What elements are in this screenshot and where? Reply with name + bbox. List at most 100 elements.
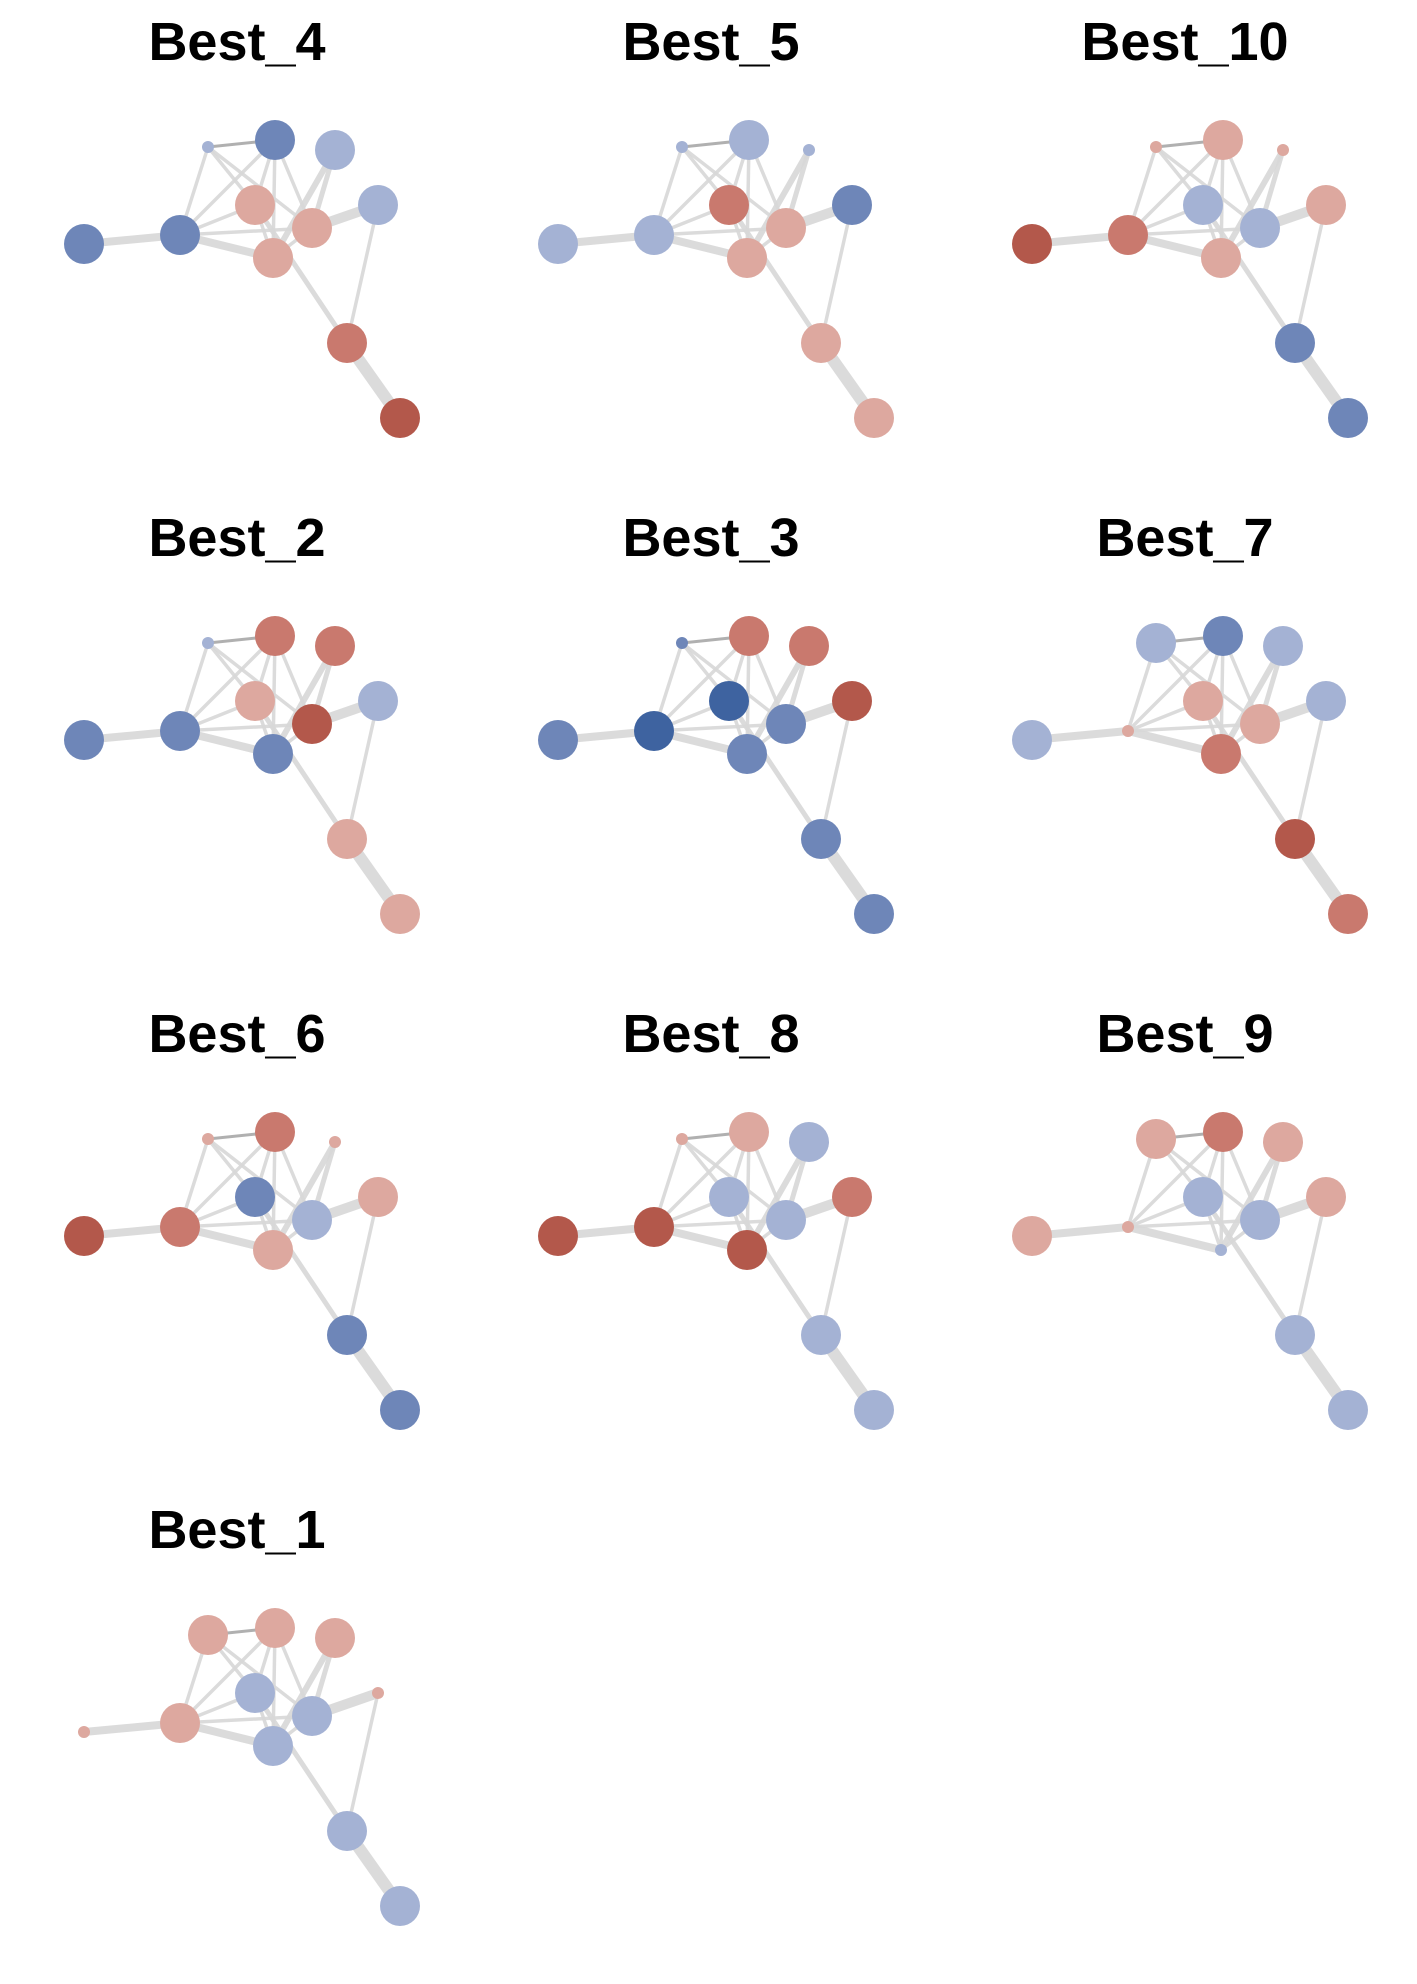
panel-best_2: Best_2 (0, 496, 474, 992)
edge-g-h (1218, 1139, 1286, 1253)
node-h (315, 130, 355, 170)
node-c (202, 141, 214, 153)
node-j (327, 1811, 367, 1851)
node-b (634, 215, 674, 255)
panel-best_6: Best_6 (0, 992, 474, 1488)
edge-g-h (270, 147, 338, 261)
edge-b-d (1126, 634, 1225, 733)
node-i (1306, 681, 1346, 721)
panel-title: Best_4 (148, 12, 326, 72)
network-graph (1012, 1112, 1368, 1430)
edge-b-d (178, 138, 277, 237)
node-c (676, 141, 688, 153)
edge-g-h (270, 1139, 338, 1253)
node-g (253, 734, 293, 774)
node-g (1201, 734, 1241, 774)
node-a (538, 1216, 578, 1256)
node-e (235, 1177, 275, 1217)
node-e (1183, 185, 1223, 225)
node-i (358, 1177, 398, 1217)
node-h (315, 626, 355, 666)
node-b (634, 711, 674, 751)
edge-e-j (726, 1194, 824, 1338)
edge-i-j (345, 699, 380, 841)
edge-e-j (252, 202, 350, 346)
edge-b-d (652, 634, 751, 733)
node-i (372, 1687, 384, 1699)
node-c (188, 1615, 228, 1655)
network-graph (538, 1112, 894, 1430)
node-g (253, 1726, 293, 1766)
node-d (1203, 120, 1243, 160)
edge-g-h (270, 643, 338, 757)
node-h (329, 1136, 341, 1148)
node-f (292, 704, 332, 744)
node-k (380, 894, 420, 934)
edge-g-h (744, 1139, 812, 1253)
node-f (766, 1200, 806, 1240)
node-h (789, 626, 829, 666)
node-j (1275, 1315, 1315, 1355)
edge-i-j (1293, 203, 1328, 345)
edge-e-j (1200, 698, 1298, 842)
edge-i-j (819, 699, 854, 841)
node-c (1136, 1119, 1176, 1159)
network-graph (78, 1608, 420, 1926)
panel-title: Best_7 (1096, 508, 1274, 568)
node-d (729, 1112, 769, 1152)
node-f (766, 704, 806, 744)
panel-title: Best_6 (148, 1004, 326, 1064)
node-g (727, 238, 767, 278)
node-k (854, 398, 894, 438)
edge-i-j (345, 1195, 380, 1337)
node-k (380, 1390, 420, 1430)
node-i (1306, 185, 1346, 225)
edge-e-j (1200, 1194, 1298, 1338)
edge-b-d (1126, 138, 1225, 237)
panel-title: Best_10 (1081, 12, 1289, 72)
node-e (709, 681, 749, 721)
node-b (160, 1207, 200, 1247)
node-k (1328, 398, 1368, 438)
edge-b-d (178, 1130, 277, 1229)
edge-g-h (270, 1635, 338, 1749)
node-c (676, 637, 688, 649)
node-f (292, 1696, 332, 1736)
panel-best_5: Best_5 (474, 0, 948, 496)
node-b (160, 215, 200, 255)
node-e (235, 681, 275, 721)
node-c (202, 637, 214, 649)
panel-title: Best_8 (622, 1004, 800, 1064)
edge-e-j (1200, 202, 1298, 346)
node-j (1275, 323, 1315, 363)
node-k (854, 1390, 894, 1430)
edge-g-h (1218, 147, 1286, 261)
edge-b-d (652, 1130, 751, 1229)
panel-best_3: Best_3 (474, 496, 948, 992)
edge-g-h (744, 643, 812, 757)
panel-title: Best_3 (622, 508, 800, 568)
node-g (253, 238, 293, 278)
network-graph (64, 1112, 420, 1430)
edge-i-j (819, 203, 854, 345)
node-b (1122, 1221, 1134, 1233)
node-e (1183, 681, 1223, 721)
node-j (327, 323, 367, 363)
node-j (1275, 819, 1315, 859)
edge-i-j (819, 1195, 854, 1337)
node-d (729, 616, 769, 656)
edge-e-j (726, 202, 824, 346)
node-d (255, 1608, 295, 1648)
network-graph (64, 120, 420, 438)
node-e (1183, 1177, 1223, 1217)
network-graph (1012, 616, 1368, 934)
edge-e-j (252, 1690, 350, 1834)
node-b (1108, 215, 1148, 255)
panel-title: Best_9 (1096, 1004, 1274, 1064)
node-g (727, 1230, 767, 1270)
node-i (358, 681, 398, 721)
panel-best_1: Best_1 (0, 1488, 474, 1984)
edge-e-j (252, 698, 350, 842)
node-c (202, 1133, 214, 1145)
